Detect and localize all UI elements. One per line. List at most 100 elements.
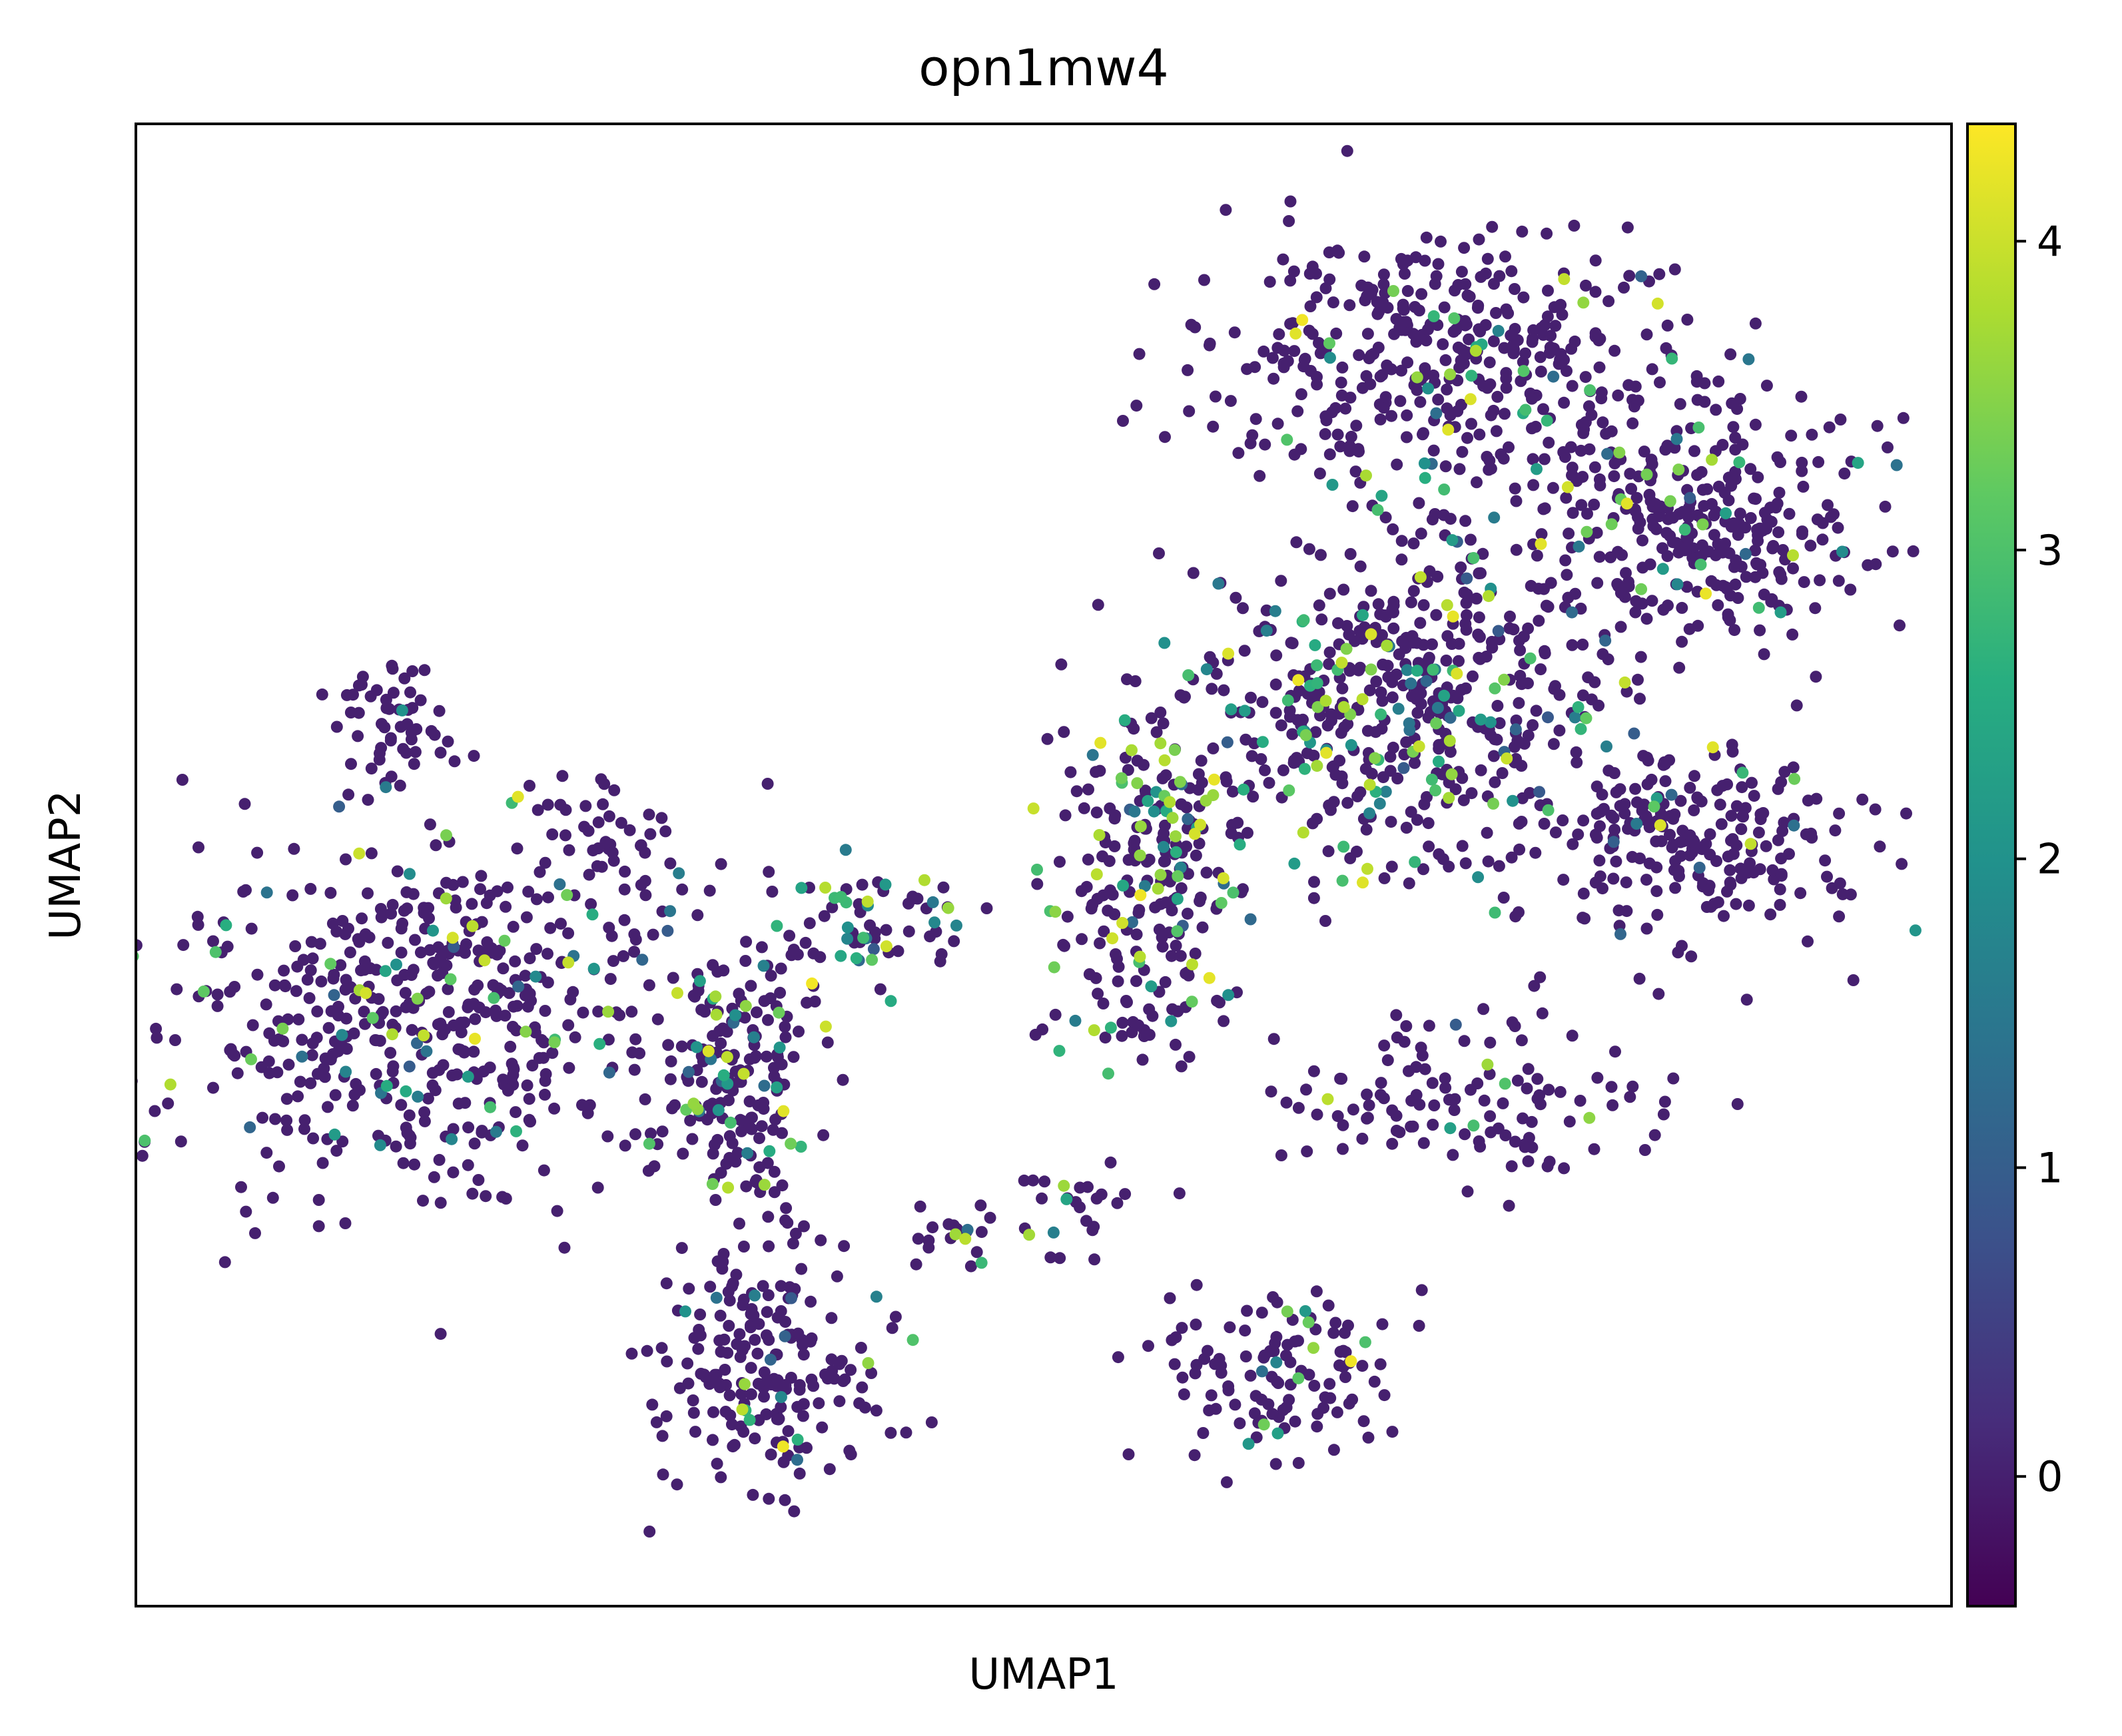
data-point <box>1269 1458 1282 1470</box>
data-point <box>1574 1095 1587 1107</box>
data-point <box>1417 863 1429 876</box>
data-point <box>1688 804 1700 816</box>
data-point <box>1718 910 1730 922</box>
data-point <box>562 1019 575 1031</box>
data-point <box>99 892 111 904</box>
data-point <box>1245 750 1258 762</box>
data-point <box>500 1193 512 1205</box>
data-point <box>761 778 774 790</box>
data-point <box>1237 602 1249 615</box>
data-point <box>760 1050 773 1063</box>
data-point <box>1674 794 1687 807</box>
data-point <box>339 928 352 940</box>
data-point <box>1589 254 1602 267</box>
data-point <box>1354 560 1367 573</box>
data-point <box>1614 587 1627 599</box>
data-point <box>661 1355 673 1368</box>
data-point <box>1365 628 1377 641</box>
data-point <box>1337 840 1350 853</box>
data-point <box>787 1051 800 1063</box>
data-point <box>1360 823 1373 836</box>
data-point <box>1386 1137 1399 1150</box>
data-point <box>1508 343 1520 356</box>
data-point <box>177 939 190 952</box>
data-point <box>1431 570 1444 583</box>
data-point <box>617 950 629 962</box>
data-point <box>1503 441 1515 453</box>
data-point <box>798 1220 810 1233</box>
data-point <box>1486 220 1499 233</box>
data-point <box>139 1134 151 1147</box>
data-point <box>1493 860 1505 872</box>
data-point <box>664 905 677 918</box>
data-point <box>1725 834 1737 847</box>
data-point <box>390 958 402 971</box>
data-point <box>1553 358 1565 370</box>
data-point <box>1049 906 1062 918</box>
data-point <box>1347 1103 1359 1116</box>
data-point <box>1628 727 1640 740</box>
data-point <box>1721 778 1734 790</box>
data-point <box>1702 884 1715 896</box>
data-point <box>348 1027 360 1039</box>
data-point <box>1527 453 1539 465</box>
data-point <box>1204 651 1216 663</box>
data-point <box>336 1135 349 1148</box>
data-point <box>1308 876 1320 888</box>
data-point <box>1489 906 1501 919</box>
data-point <box>497 1073 510 1086</box>
data-point <box>1277 253 1289 266</box>
data-point <box>1510 543 1523 556</box>
data-point <box>815 1234 827 1247</box>
data-point <box>1725 810 1738 822</box>
data-point <box>1322 845 1335 858</box>
data-point <box>1117 415 1129 427</box>
data-point <box>1397 762 1410 774</box>
data-point <box>1401 664 1413 677</box>
data-point <box>1257 345 1270 358</box>
data-point <box>753 1318 765 1330</box>
data-point <box>442 983 454 996</box>
data-point <box>400 746 412 759</box>
data-point <box>478 954 491 967</box>
data-point <box>1055 658 1068 671</box>
data-point <box>542 891 554 904</box>
data-point <box>1497 1097 1509 1109</box>
data-point <box>1509 910 1522 923</box>
data-point <box>687 1394 699 1406</box>
data-point <box>1255 753 1267 765</box>
data-point <box>1267 1033 1280 1045</box>
data-point <box>785 1292 797 1304</box>
data-point <box>1725 479 1738 492</box>
data-point <box>735 1420 747 1433</box>
data-point <box>1361 1088 1373 1101</box>
data-point <box>1533 786 1546 798</box>
data-point <box>260 1147 273 1159</box>
data-point <box>1187 567 1200 579</box>
data-point <box>1565 342 1578 355</box>
data-point <box>1678 523 1691 536</box>
data-point <box>1198 274 1210 286</box>
data-point <box>1273 328 1285 340</box>
data-point <box>1693 862 1706 874</box>
data-point <box>1134 889 1147 902</box>
data-point <box>795 1263 808 1275</box>
data-point <box>238 798 251 810</box>
data-point <box>779 1316 792 1328</box>
data-point <box>88 966 100 978</box>
data-point <box>884 995 897 1008</box>
data-point <box>769 1113 782 1126</box>
data-point <box>902 925 915 938</box>
data-point <box>1290 536 1303 549</box>
data-point <box>1414 396 1427 408</box>
data-point <box>1304 300 1317 312</box>
data-point <box>639 1093 651 1105</box>
data-point <box>1561 481 1574 493</box>
data-point <box>1329 1316 1342 1329</box>
data-point <box>1336 874 1349 887</box>
data-point <box>1439 1081 1452 1094</box>
data-point <box>1471 476 1483 489</box>
data-point <box>1471 1077 1484 1089</box>
data-point <box>468 1137 481 1150</box>
